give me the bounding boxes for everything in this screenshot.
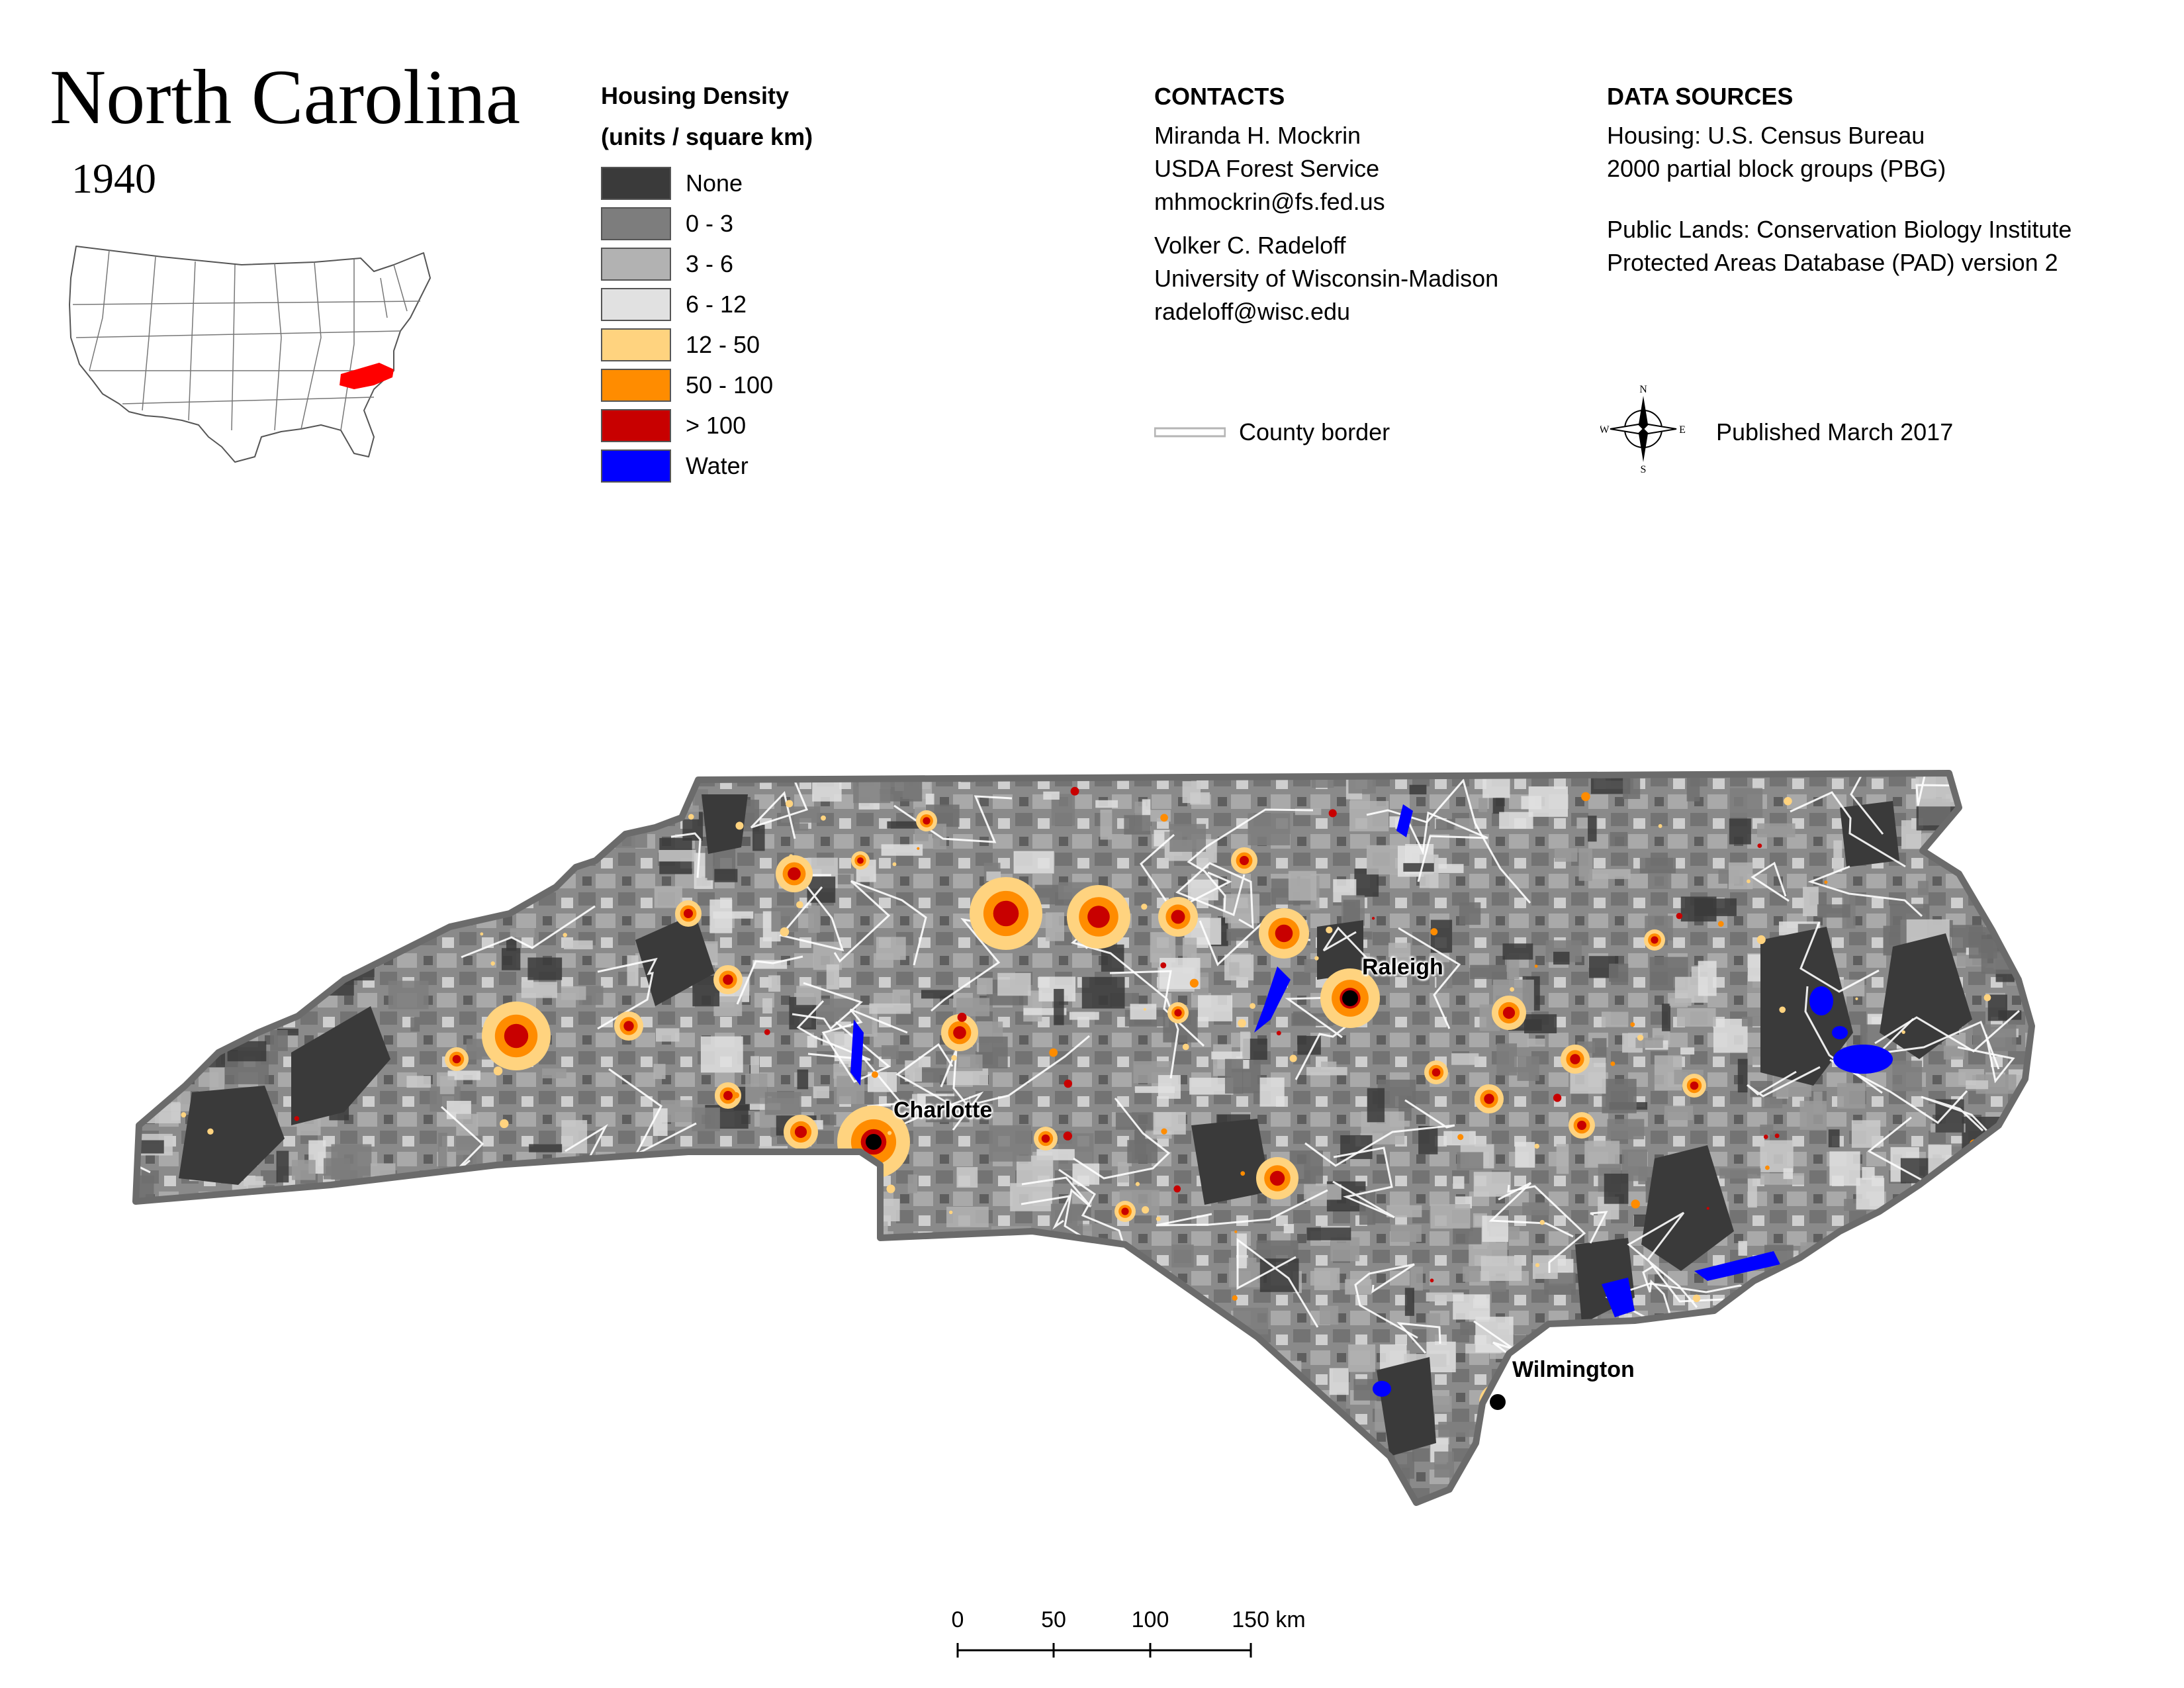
scale-tick-label: 150 km	[1232, 1607, 1306, 1632]
scale-tick-label: 50	[1041, 1607, 1066, 1632]
legend-item: > 100	[601, 409, 746, 442]
city-label-raleigh: Raleigh	[1362, 955, 1443, 980]
contact-email: radeloff@wisc.edu	[1154, 298, 1351, 325]
legend-swatch	[601, 207, 671, 240]
legend-swatch	[601, 167, 671, 200]
legend-item: 50 - 100	[601, 369, 773, 402]
city-label-wilmington: Wilmington	[1512, 1357, 1635, 1382]
contact-name: Volker C. Radeloff	[1154, 232, 1346, 259]
us-state-borders	[72, 250, 421, 431]
city-label-charlotte: Charlotte	[893, 1098, 993, 1123]
legend-swatch	[601, 248, 671, 281]
contact-radeloff: Volker C. Radeloff University of Wiscons…	[1154, 229, 1498, 328]
contact-mockrin: Miranda H. Mockrin USDA Forest Service m…	[1154, 119, 1385, 218]
data-sources-heading: DATA SOURCES	[1607, 83, 1794, 110]
map-title: North Carolina	[50, 54, 521, 140]
compass-rose-icon: N S W E	[1600, 384, 1686, 473]
charlotte-marker	[866, 1134, 882, 1150]
legend-swatch	[601, 369, 671, 402]
compass-n: N	[1639, 384, 1647, 395]
scale-tick-label: 0	[951, 1607, 964, 1632]
source-line: Protected Areas Database (PAD) version 2	[1607, 249, 2058, 276]
legend-label: 6 - 12	[686, 291, 747, 318]
contact-org: USDA Forest Service	[1154, 155, 1380, 182]
legend-label: 50 - 100	[686, 371, 774, 399]
legend-item: 12 - 50	[601, 328, 760, 361]
legend-item: 0 - 3	[601, 207, 733, 240]
contact-email: mhmockrin@fs.fed.us	[1154, 188, 1385, 215]
legend-title: Housing Density	[601, 82, 790, 109]
legend-item: 3 - 6	[601, 248, 733, 281]
source-line: Housing: U.S. Census Bureau	[1607, 122, 1925, 149]
us-inset-map	[69, 246, 431, 463]
north-carolina-highlight	[340, 363, 394, 389]
us-outline	[69, 246, 431, 463]
wilmington-marker	[1490, 1394, 1506, 1410]
legend-swatch	[601, 288, 671, 321]
compass-e: E	[1679, 424, 1686, 436]
legend-item: 6 - 12	[601, 288, 747, 321]
scale-bar	[956, 1643, 1252, 1658]
legend-label: None	[686, 169, 743, 197]
source-line: 2000 partial block groups (PBG)	[1607, 155, 1946, 182]
legend-swatch	[601, 328, 671, 361]
data-sources-public: Public Lands: Conservation Biology Insti…	[1607, 213, 2071, 279]
legend-units: (units / square km)	[601, 123, 813, 150]
legend-label: 12 - 50	[686, 331, 760, 358]
city-markers	[866, 990, 1506, 1410]
legend-label: 0 - 3	[686, 210, 734, 237]
county-border-symbol	[1154, 427, 1226, 438]
legend-label: > 100	[686, 412, 747, 439]
density-hotspots	[147, 778, 2024, 1483]
legend-item: Water	[601, 449, 749, 483]
map-year: 1940	[71, 155, 156, 202]
published-date: Published March 2017	[1716, 418, 1954, 445]
legend-label: 3 - 6	[686, 250, 734, 277]
state-outline	[132, 770, 2035, 1506]
compass-w: W	[1600, 424, 1610, 436]
no-housing-areas	[179, 794, 1972, 1456]
contact-name: Miranda H. Mockrin	[1154, 122, 1361, 149]
legend-label: Water	[686, 452, 749, 479]
water-bodies	[850, 804, 1893, 1397]
legend-item: None	[601, 167, 743, 200]
compass-s: S	[1641, 464, 1647, 473]
county-border-label: County border	[1239, 418, 1390, 445]
contacts-heading: CONTACTS	[1154, 83, 1285, 110]
data-sources-housing: Housing: U.S. Census Bureau 2000 partial…	[1607, 119, 1946, 185]
legend-swatch	[601, 449, 671, 483]
raleigh-marker	[1342, 990, 1358, 1006]
legend-swatch	[601, 409, 671, 442]
scale-tick-label: 100	[1131, 1607, 1169, 1632]
contact-org: University of Wisconsin-Madison	[1154, 265, 1499, 292]
source-line: Public Lands: Conservation Biology Insti…	[1607, 216, 2072, 243]
